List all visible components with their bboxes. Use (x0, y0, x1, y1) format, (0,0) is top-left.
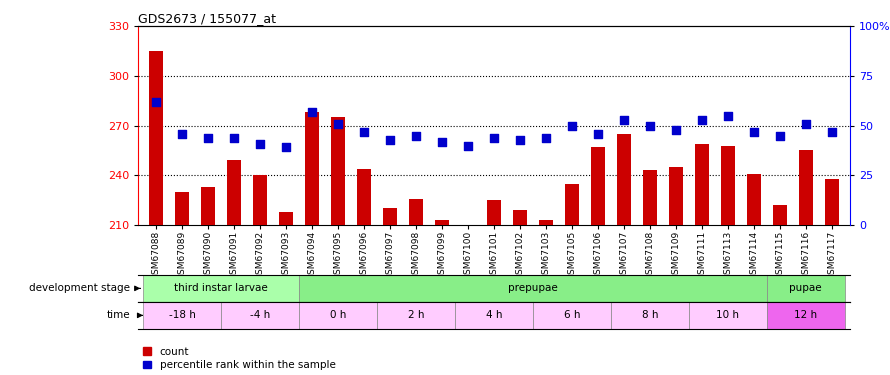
Bar (409, 198, 423, 225)
Bar (643, 170, 657, 225)
Text: 8 h: 8 h (642, 310, 658, 320)
Bar (825, 178, 839, 225)
Text: 2 h: 2 h (408, 310, 425, 320)
Bar (143, 275, 299, 302)
Point (175, 130, 190, 136)
Bar (689, 302, 767, 329)
Point (305, 109, 320, 115)
Point (357, 129, 371, 135)
Point (798, 121, 813, 127)
Bar (253, 176, 267, 225)
Text: 4 h: 4 h (486, 310, 502, 320)
Point (773, 133, 787, 139)
Bar (617, 134, 631, 225)
Point (565, 123, 579, 129)
Bar (668, 167, 683, 225)
Point (461, 142, 475, 148)
Bar (767, 302, 845, 329)
Text: development stage: development stage (29, 284, 130, 293)
Text: 6 h: 6 h (563, 310, 580, 320)
Text: 12 h: 12 h (794, 310, 817, 320)
Bar (565, 184, 579, 225)
Point (513, 136, 527, 142)
Point (747, 129, 761, 135)
Bar (305, 112, 320, 225)
Bar (377, 302, 455, 329)
Point (201, 135, 215, 141)
Bar (149, 51, 163, 225)
Text: 0 h: 0 h (330, 310, 346, 320)
Text: prepupae: prepupae (508, 284, 558, 293)
Bar (143, 302, 221, 329)
Text: time: time (107, 310, 130, 320)
Text: GDS2673 / 155077_at: GDS2673 / 155077_at (138, 12, 276, 25)
Bar (383, 209, 397, 225)
Point (695, 117, 709, 123)
Text: 10 h: 10 h (716, 310, 740, 320)
Text: -4 h: -4 h (250, 310, 271, 320)
Point (721, 112, 735, 118)
Point (409, 133, 423, 139)
Bar (221, 302, 299, 329)
Bar (279, 212, 293, 225)
Point (149, 99, 163, 105)
Point (487, 135, 501, 141)
Point (538, 135, 553, 141)
Point (668, 127, 683, 133)
Bar (695, 144, 709, 225)
Point (227, 135, 241, 141)
Bar (227, 160, 241, 225)
Bar (435, 220, 449, 225)
Text: pupae: pupae (789, 284, 822, 293)
Bar (767, 275, 845, 302)
Text: third instar larvae: third instar larvae (174, 284, 268, 293)
Bar (487, 200, 501, 225)
Bar (611, 302, 689, 329)
Point (279, 144, 293, 150)
Point (435, 138, 449, 144)
Point (383, 136, 397, 142)
Bar (357, 169, 371, 225)
Bar (461, 225, 475, 228)
Bar (299, 275, 767, 302)
Point (617, 117, 631, 123)
Bar (201, 187, 215, 225)
Point (825, 129, 839, 135)
Point (591, 130, 605, 136)
Bar (533, 302, 611, 329)
Bar (513, 210, 527, 225)
Legend: count, percentile rank within the sample: count, percentile rank within the sample (143, 346, 336, 370)
Bar (721, 146, 735, 225)
Bar (747, 174, 761, 225)
Bar (591, 147, 605, 225)
Bar (331, 117, 345, 225)
Bar (299, 302, 377, 329)
Point (331, 121, 345, 127)
Bar (455, 302, 533, 329)
Bar (773, 205, 787, 225)
Point (253, 141, 267, 147)
Bar (538, 220, 553, 225)
Point (643, 123, 657, 129)
Bar (798, 150, 813, 225)
Text: -18 h: -18 h (169, 310, 196, 320)
Bar (175, 192, 190, 225)
